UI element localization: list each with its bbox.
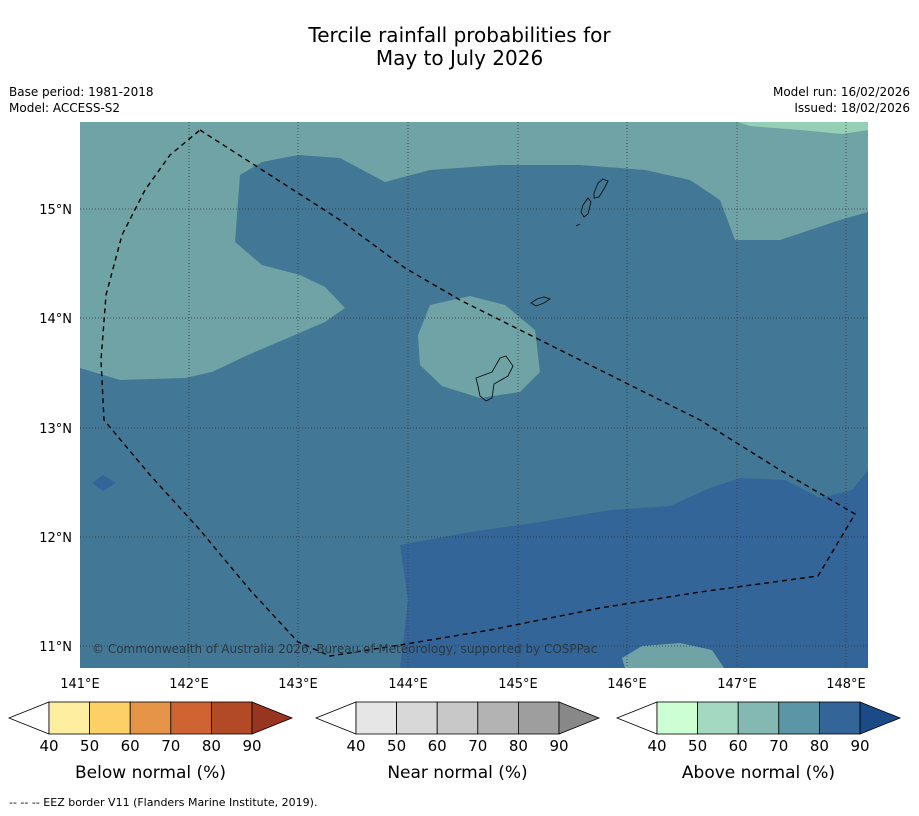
graticule: [80, 122, 868, 668]
map-title-line-2: May to July 2026: [375, 46, 544, 70]
colorbar-tick-label: 70: [161, 737, 180, 755]
colorbar-segment: [210, 701, 253, 735]
tinian-outline: [580, 197, 592, 218]
colorbar-segment: [697, 701, 739, 735]
colorbar-1: 40 50 60 70 80 90 Below normal (%): [7, 701, 294, 783]
model-name: Model: ACCESS-S2: [9, 101, 121, 115]
colorbar-tick-label: 50: [387, 737, 406, 755]
colorbar-title: Above normal (%): [682, 763, 835, 783]
colorbar-tick-label: 90: [850, 737, 869, 755]
map-title-line-1: Tercile rainfall probabilities for: [308, 23, 611, 47]
latitude-labels: 15°N 14°N 13°N 12°N 11°N: [39, 203, 72, 655]
colorbar-arrow-high: [558, 701, 601, 735]
lat-label: 14°N: [39, 312, 72, 327]
aguijan-outline: [575, 223, 581, 227]
colorbar-segment: [737, 701, 780, 735]
probability-field-50-60: [738, 122, 868, 134]
colorbar-3: 40 50 60 70 80 90 Above normal (%): [615, 701, 902, 783]
colorbar-tick-label: 60: [121, 737, 140, 755]
lon-label: 147°E: [717, 677, 757, 692]
colorbar-tick-label: 80: [509, 737, 528, 755]
colorbar-tick-label: 70: [769, 737, 788, 755]
lat-label: 12°N: [39, 531, 72, 546]
lon-label: 141°E: [60, 677, 100, 692]
colorbar-tick-label: 70: [468, 737, 487, 755]
probability-field-80-90: [400, 470, 868, 668]
saipan-outline: [593, 178, 609, 199]
colorbar-tick-label: 50: [688, 737, 707, 755]
colorbar-segment: [819, 701, 861, 735]
colorbar-tick-label: 40: [647, 737, 666, 755]
eez-footnote: -- -- -- EEZ border V11 (Flanders Marine…: [9, 796, 318, 809]
colorbar-title: Below normal (%): [75, 763, 226, 783]
colorbar-segment: [129, 701, 172, 735]
colorbar-arrow-low: [7, 701, 50, 735]
lon-label: 144°E: [388, 677, 428, 692]
colorbar-segment: [436, 701, 479, 735]
model-run-date: Model run: 16/02/2026: [772, 85, 910, 99]
copyright-notice: © Commonwealth of Australia 2026, Bureau…: [92, 642, 597, 656]
map-plot-area: © Commonwealth of Australia 2026, Bureau…: [80, 122, 868, 668]
lon-label: 143°E: [278, 677, 318, 692]
eez-border: [100, 129, 856, 657]
colorbar-group: 40 50 60 70 80 90 Below normal (%) 40 50 60 70 80 90…: [7, 701, 902, 783]
colorbar-segment: [396, 701, 438, 735]
colorbar-segment: [355, 701, 397, 735]
colorbar-segment: [518, 701, 560, 735]
base-period: Base period: 1981-2018: [9, 85, 154, 99]
colorbar-arrow-high: [251, 701, 294, 735]
colorbar-tick-label: 90: [549, 737, 568, 755]
colorbar-2: 40 50 60 70 80 90 Near normal (%): [314, 701, 601, 783]
colorbar-segment: [48, 701, 90, 735]
colorbar-tick-label: 40: [346, 737, 365, 755]
colorbar-segment: [89, 701, 131, 735]
map-figure: © Commonwealth of Australia 2026, Bureau…: [7, 122, 902, 783]
colorbar-tick-label: 60: [729, 737, 748, 755]
colorbar-arrow-low: [615, 701, 658, 735]
lon-label: 145°E: [498, 677, 538, 692]
lon-label: 146°E: [607, 677, 647, 692]
colorbar-segment: [778, 701, 820, 735]
colorbar-tick-label: 80: [810, 737, 829, 755]
lat-label: 15°N: [39, 203, 72, 218]
colorbar-arrow-high: [859, 701, 902, 735]
guam-outline: [475, 355, 514, 402]
lon-label: 148°E: [826, 677, 866, 692]
colorbar-tick-label: 50: [80, 737, 99, 755]
colorbar-segment: [656, 701, 698, 735]
colorbar-segment: [477, 701, 519, 735]
lat-label: 13°N: [39, 422, 72, 437]
colorbar-segment: [170, 701, 212, 735]
colorbar-tick-label: 60: [428, 737, 447, 755]
lat-label: 11°N: [39, 640, 72, 655]
probability-field-80-90-patch: [92, 475, 116, 491]
issued-date: Issued: 18/02/2026: [794, 101, 910, 115]
probability-field-60-70-south: [622, 643, 724, 668]
lon-label: 142°E: [169, 677, 209, 692]
island-outlines: [475, 178, 609, 402]
colorbar-tick-label: 80: [202, 737, 221, 755]
rota-outline: [530, 296, 552, 307]
colorbar-tick-label: 40: [39, 737, 58, 755]
colorbar-title: Near normal (%): [387, 763, 527, 783]
longitude-labels: 141°E 142°E 143°E 144°E 145°E 146°E 147°…: [60, 677, 866, 692]
colorbar-arrow-low: [314, 701, 357, 735]
colorbar-tick-label: 90: [242, 737, 261, 755]
